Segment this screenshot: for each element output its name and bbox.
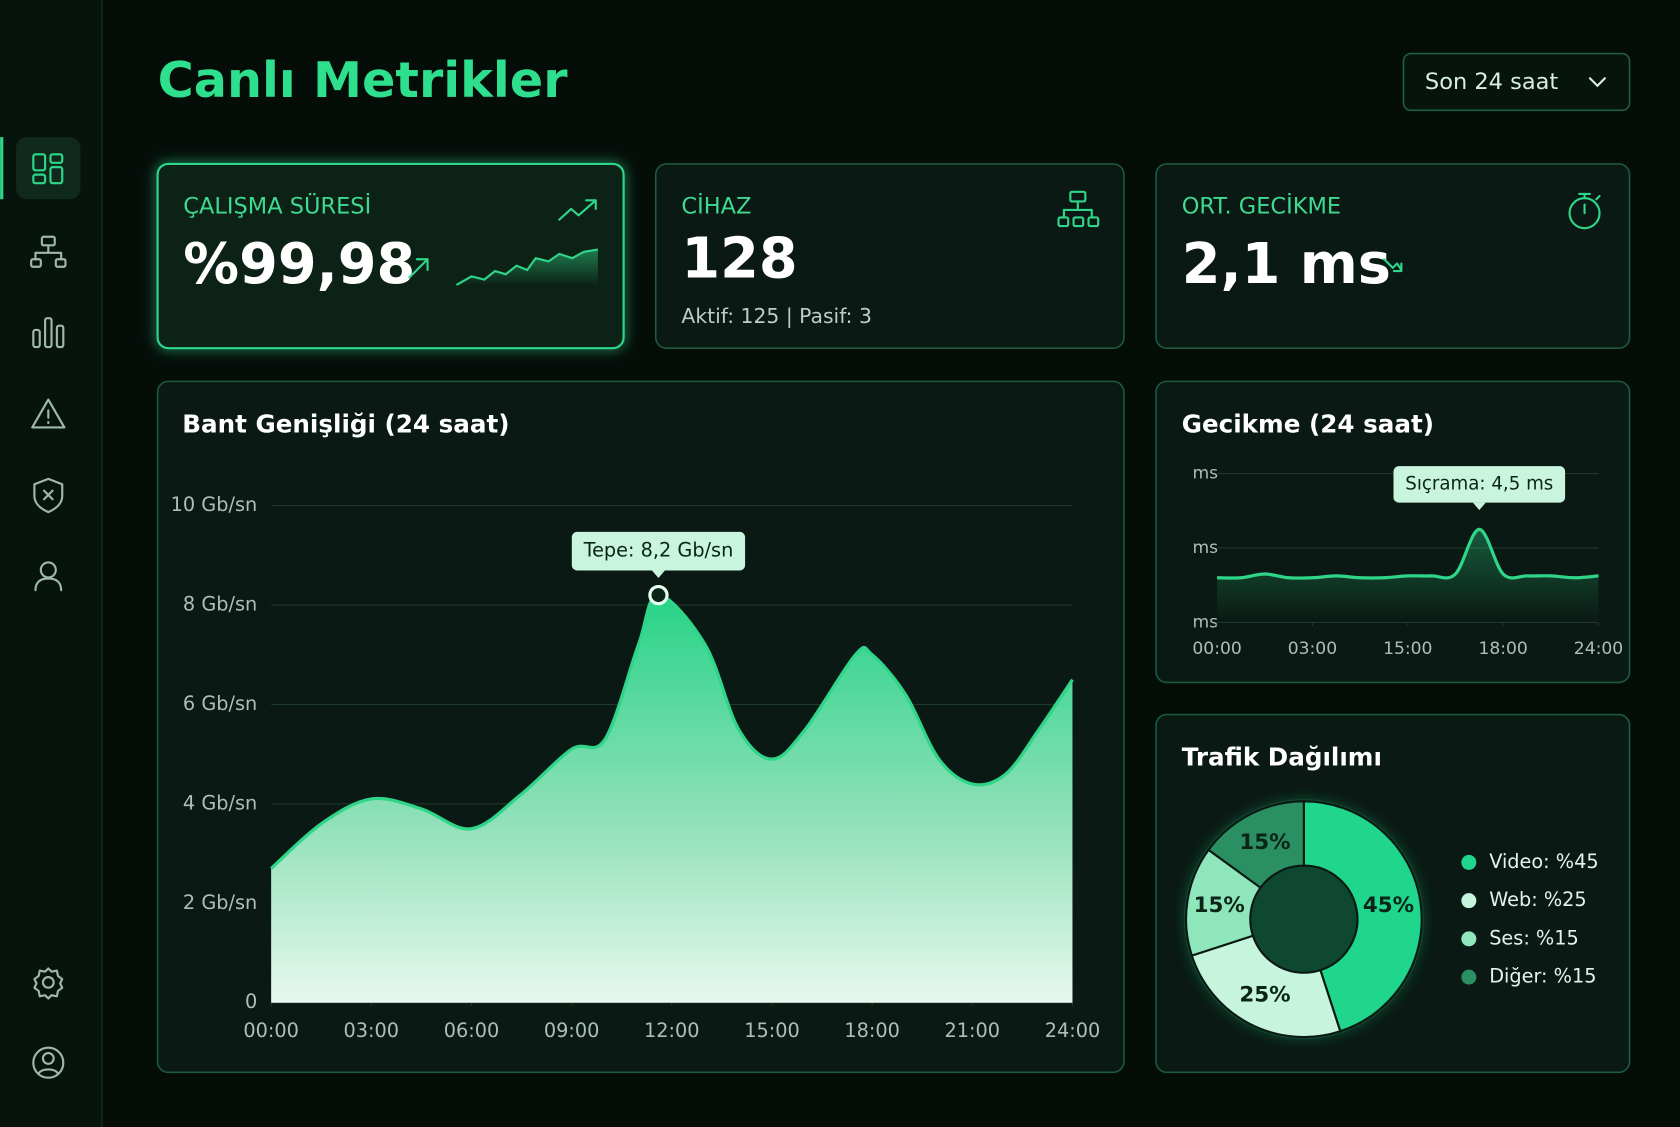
x-tick-label: 00:00 (243, 1019, 299, 1042)
annotation-text: Tepe: 8,2 Gb/sn (583, 539, 734, 562)
x-tick-label: 03:00 (1288, 639, 1337, 659)
nav-security[interactable] (33, 477, 64, 514)
legend-label: Diğer: %15 (1489, 965, 1596, 988)
legend-label: Web: %25 (1489, 888, 1586, 911)
y-tick-label: 6 Gb/sn (183, 692, 257, 715)
charts: 0 2 Gb/sn 4 Gb/sn 6 Gb/sn 8 Gb/sn 10 Gb/sn 00:… (171, 464, 1623, 1043)
nav-settings[interactable] (33, 967, 64, 1000)
dropdown-box[interactable] (1402, 52, 1631, 112)
annotation-caret (652, 570, 665, 578)
pie-slice (1207, 800, 1305, 890)
kpi-label: ÇALIŞMA SÜRESİ (183, 191, 371, 219)
legend-swatch (1461, 893, 1477, 909)
nav-network[interactable] (30, 235, 67, 268)
active-nav-bg (16, 137, 81, 200)
trend-down-icon (1383, 258, 1403, 273)
chart-title: Gecikme (24 saat) (1182, 409, 1434, 438)
kpi-value: 2,1 ms (1182, 232, 1391, 297)
x-tick-label: 06:00 (444, 1019, 500, 1042)
legend-label: Ses: %15 (1489, 926, 1579, 949)
x-tick-label: 18:00 (844, 1019, 900, 1042)
nav-stats[interactable] (32, 317, 65, 349)
kpi-label: ORT. GECİKME (1182, 191, 1341, 219)
series-line (270, 593, 1074, 870)
slice-label: 45% (1363, 893, 1414, 918)
legend-swatch (1461, 854, 1477, 870)
range-dropdown[interactable]: Son 24 saat (1402, 52, 1631, 112)
legend-label: Video: %45 (1489, 850, 1598, 873)
annotation-box (571, 531, 746, 571)
y-tick-label: 2 Gb/sn (183, 891, 257, 914)
x-tick-label: 09:00 (544, 1019, 600, 1042)
dropdown-caret (1588, 77, 1606, 88)
annotation-box (1393, 466, 1566, 503)
slice-label: 15% (1239, 830, 1290, 855)
legend-swatch (1461, 969, 1477, 985)
y-tick-label: ms (1193, 538, 1219, 558)
active-nav-indicator (0, 137, 4, 200)
nav-user[interactable] (34, 561, 63, 592)
annotation-caret (1472, 502, 1486, 511)
y-tick-label: 8 Gb/sn (183, 593, 257, 616)
kpi-value: %99,98 (183, 232, 415, 297)
y-tick-label: ms (1193, 612, 1219, 632)
x-tick-label: 24:00 (1574, 639, 1623, 659)
sparkline-fill (456, 249, 598, 285)
x-tick-label: 18:00 (1478, 639, 1527, 659)
kpi-value: 128 (681, 227, 797, 292)
x-tick-label: 00:00 (1192, 639, 1241, 659)
kpi-card-uptime (156, 162, 625, 350)
legend-swatch (1461, 931, 1477, 947)
pie-slice (1190, 934, 1342, 1039)
annotation-text: Sıçrama: 4,5 ms (1405, 473, 1553, 494)
sparkline (455, 248, 599, 286)
area-fill (271, 595, 1073, 1003)
kpi-detail: Aktif: 125 | Pasif: 3 (681, 304, 871, 329)
x-tick-label: 24:00 (1045, 1019, 1101, 1042)
x-tick-label: 12:00 (644, 1019, 700, 1042)
chart-title: Trafik Dağılımı (1182, 742, 1382, 771)
peak-marker (648, 584, 669, 606)
timer-icon (1568, 192, 1601, 230)
kpi-card-latency (1155, 163, 1631, 349)
slice-label: 25% (1239, 983, 1290, 1008)
x-tick-label: 21:00 (945, 1019, 1001, 1042)
sidebar (0, 0, 103, 1127)
nav-alerts[interactable] (31, 398, 66, 429)
devices-icon (1057, 190, 1100, 228)
kpi-card-devices (654, 163, 1125, 349)
x-tick-label: 15:00 (1383, 639, 1432, 659)
nav-profile[interactable] (32, 1046, 65, 1079)
dropdown-label[interactable]: Son 24 saat (1425, 69, 1558, 95)
x-tick-label: 03:00 (344, 1019, 400, 1042)
trend-icon (558, 199, 597, 221)
y-tick-label: 4 Gb/sn (183, 791, 257, 814)
pie-slice (1302, 800, 1423, 1033)
chart-title: Bant Genişliği (24 saat) (182, 409, 509, 438)
series-line (1217, 527, 1599, 580)
y-tick-label: 0 (245, 990, 257, 1013)
x-tick-label: 15:00 (744, 1019, 800, 1042)
nav-dashboard[interactable] (32, 153, 64, 185)
slice-label: 15% (1194, 893, 1245, 918)
y-tick-label: ms (1193, 464, 1219, 484)
kpi-label: CİHAZ (681, 191, 751, 219)
y-tick-label: 10 Gb/sn (171, 493, 258, 516)
trend-up-icon (408, 258, 429, 279)
page-title: Canlı Metrikler (158, 51, 569, 109)
